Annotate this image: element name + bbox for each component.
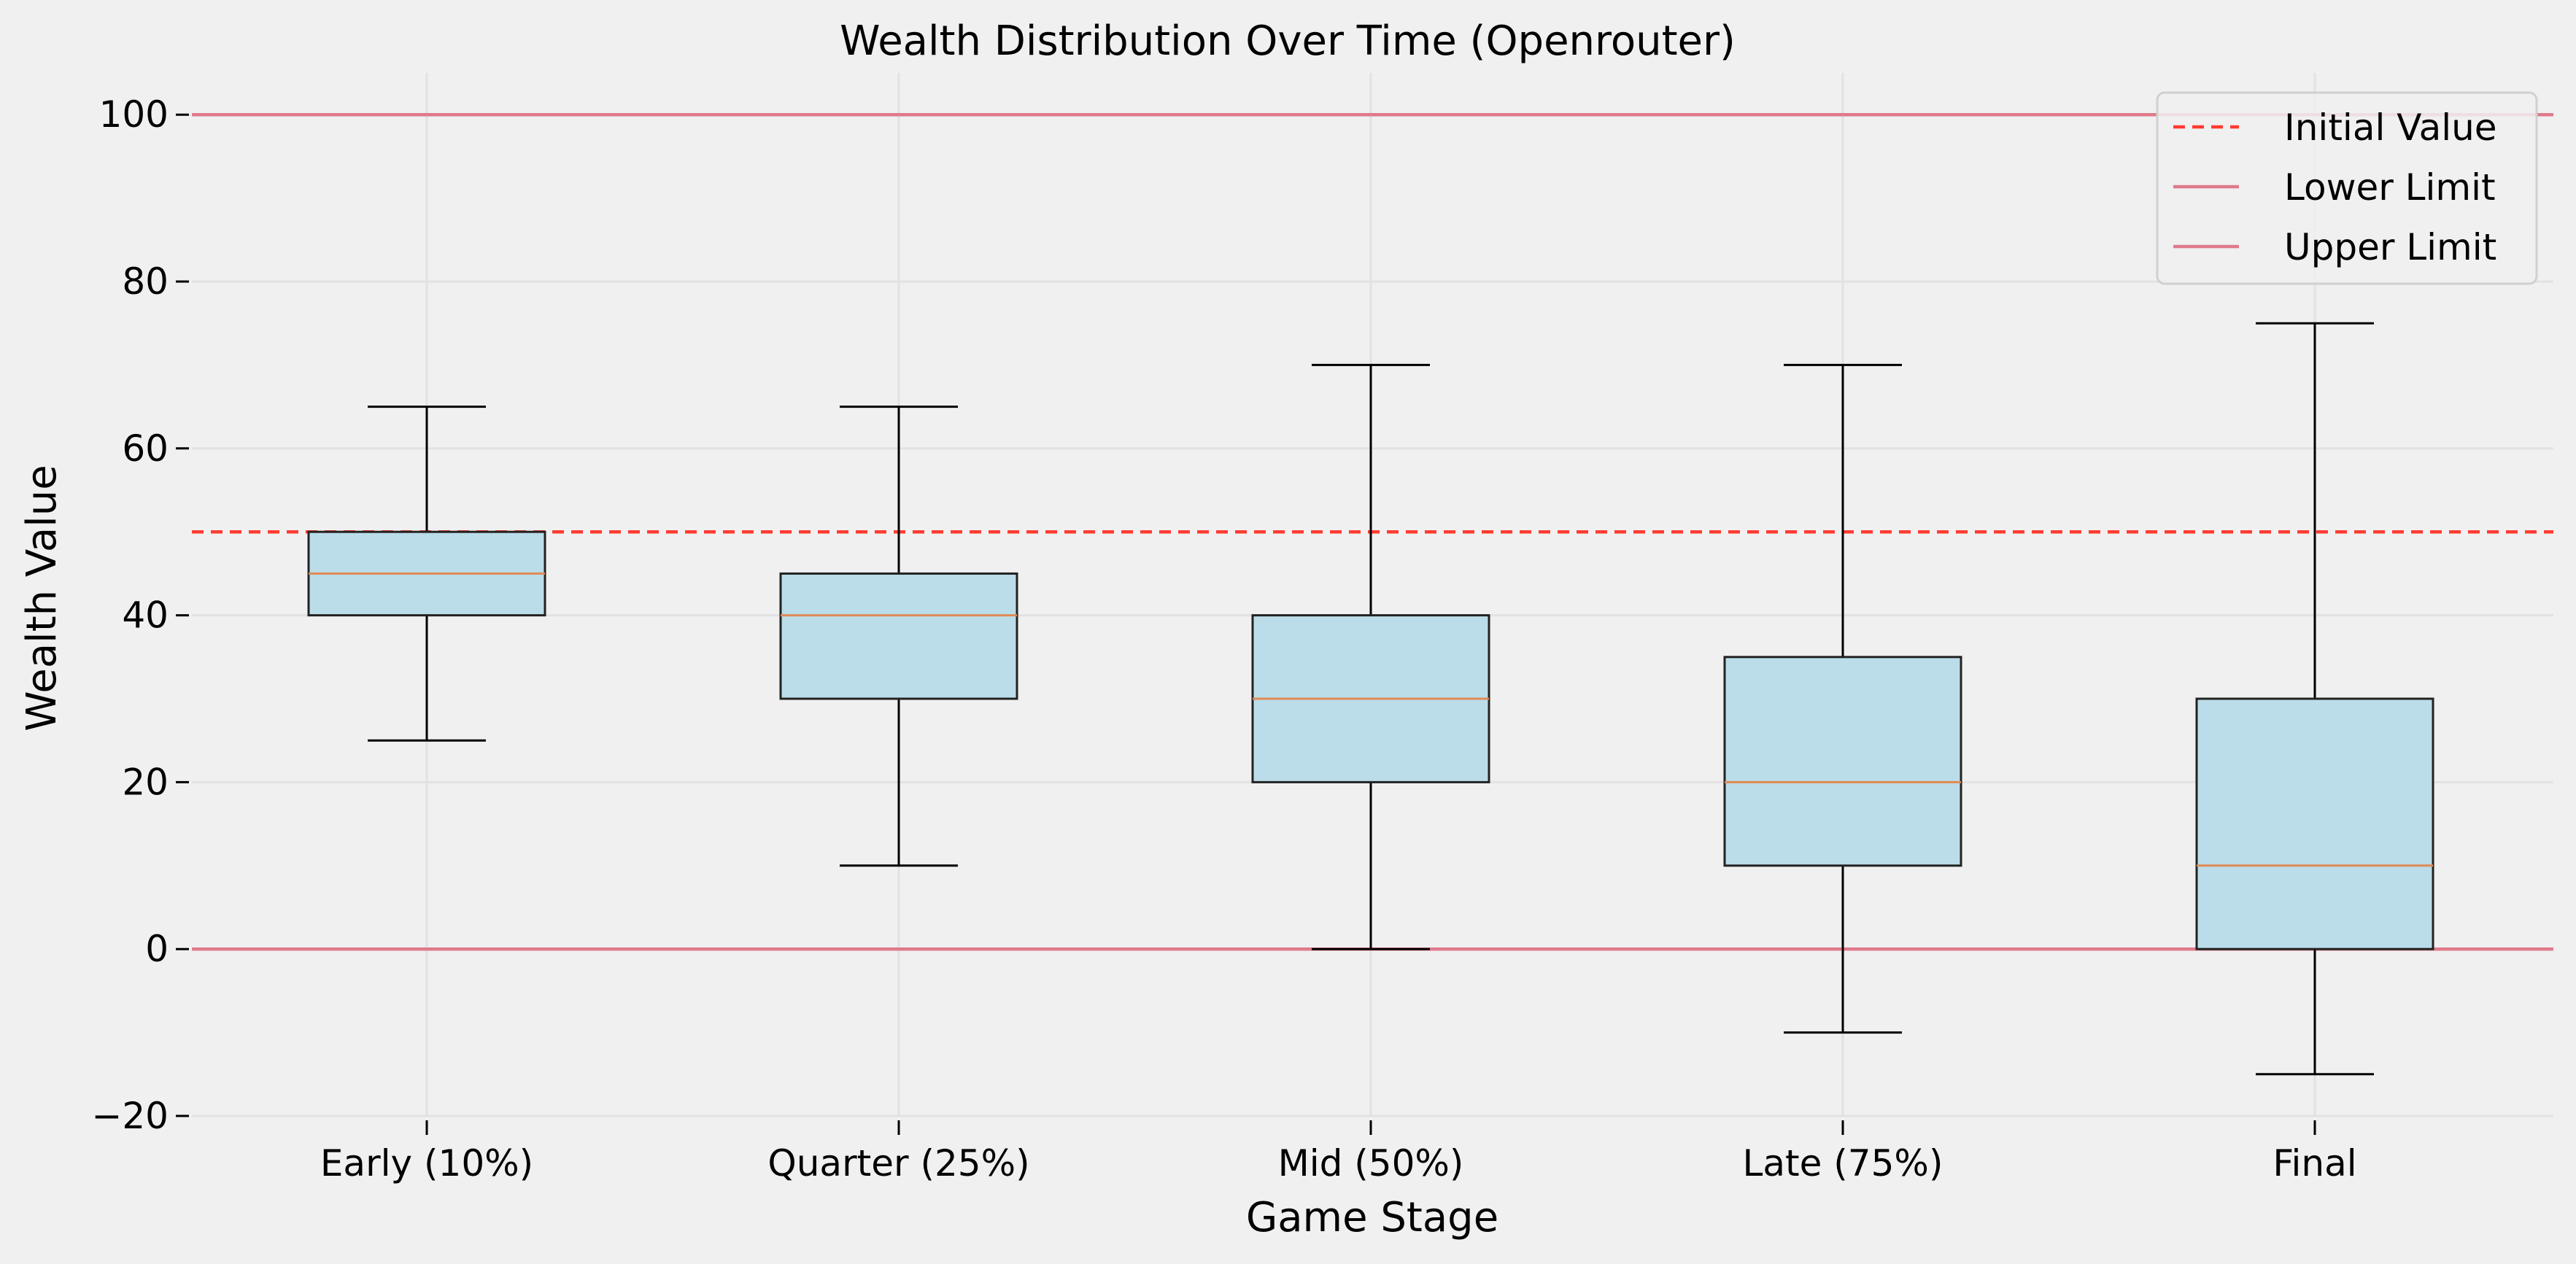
boxes: [307, 322, 2434, 1076]
chart-title: Wealth Distribution Over Time (Openroute…: [840, 18, 1736, 65]
x-axis-label: Game Stage: [1246, 1194, 1498, 1241]
box-body: [1723, 656, 1962, 867]
box-group: [779, 406, 1018, 867]
x-tick-label: Quarter (25%): [767, 1142, 1029, 1184]
x-tick-label: Early (10%): [320, 1142, 533, 1184]
x-tick-label: Late (75%): [1743, 1142, 1943, 1184]
legend-label: Initial Value: [2284, 106, 2497, 149]
legend: Initial Value Lower Limit Upper Limit: [2156, 91, 2538, 285]
y-tick-label: 20: [122, 761, 169, 803]
y-axis-label: Wealth Value: [18, 465, 66, 731]
legend-label: Lower Limit: [2284, 166, 2496, 209]
box-body: [779, 572, 1018, 700]
y-tick-label: 80: [122, 260, 169, 303]
legend-label: Upper Limit: [2284, 226, 2496, 268]
x-tick-label: Final: [2273, 1142, 2356, 1184]
y-tick-label: 100: [99, 93, 169, 136]
y-tick-label: 40: [122, 594, 169, 637]
box-group: [307, 406, 546, 742]
y-axis: −20 0 20 40 60 80 100: [91, 93, 189, 1137]
box-group: [1251, 363, 1490, 950]
y-tick-label: −20: [91, 1095, 169, 1137]
x-tick-label: Mid (50%): [1278, 1142, 1464, 1184]
box-group: [2195, 322, 2434, 1076]
x-axis: Early (10%) Quarter (25%) Mid (50%) Late (7…: [320, 1120, 2357, 1184]
y-tick-label: 0: [145, 928, 169, 970]
box-body: [2195, 697, 2434, 950]
y-tick-label: 60: [122, 427, 169, 470]
legend-frame: [2156, 91, 2538, 285]
box-group: [1723, 363, 1962, 1034]
